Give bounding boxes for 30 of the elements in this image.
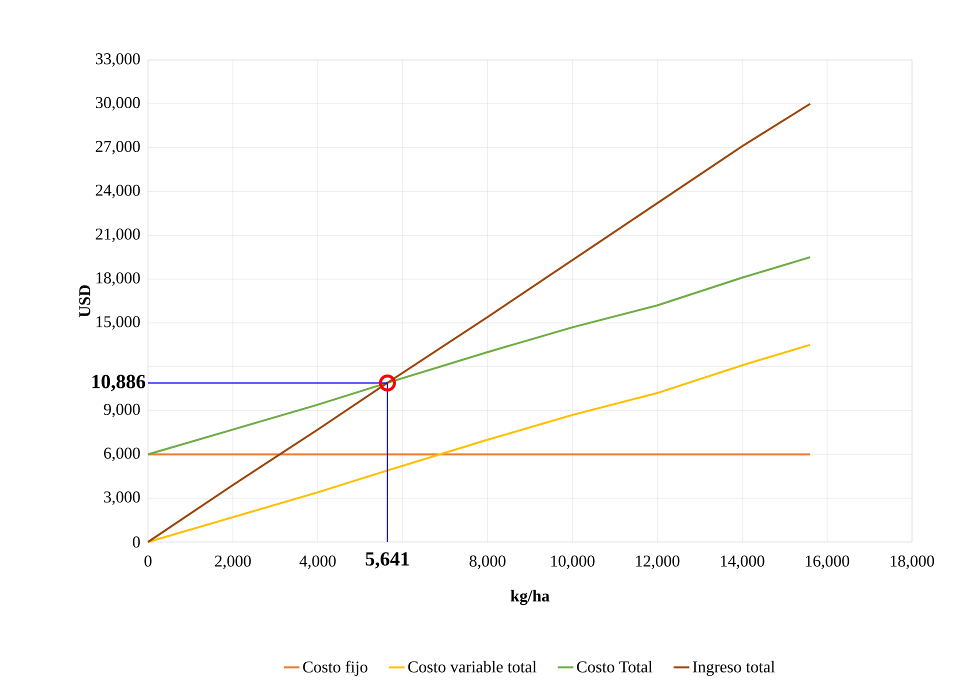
ref-line-label: 5,641 [366, 552, 409, 569]
y-tick-label: 3,000 [104, 491, 140, 505]
x-tick-label: 10,000 [551, 556, 595, 570]
y-tick-label: 33,000 [96, 53, 140, 67]
x-tick-label: 0 [144, 556, 152, 567]
y-tick-label: 21,000 [96, 228, 140, 242]
y-tick-label: 30,000 [96, 97, 140, 111]
line-series [147, 344, 812, 543]
y-tick-label: 6,000 [104, 448, 140, 462]
x-tick-label: 12,000 [636, 556, 680, 570]
y-tick-label: 9,000 [104, 404, 140, 418]
y-tick-label: 18,000 [96, 272, 140, 286]
legend-label: Costo variable total [408, 660, 536, 672]
y-axis-title: USD [79, 285, 90, 318]
legend-label: Costo Total [577, 660, 652, 672]
line-series [147, 256, 812, 456]
x-axis-title: kg/ha [510, 590, 550, 605]
legend-label: Costo fijo [303, 660, 368, 676]
y-tick-label: 0 [132, 536, 140, 548]
legend-label: Ingreso total [692, 660, 775, 676]
x-tick-label: 4,000 [300, 556, 336, 570]
y-tick-label: 27,000 [96, 140, 140, 154]
x-tick-label: 8,000 [470, 556, 506, 570]
x-tick-label: 2,000 [215, 556, 251, 570]
y-tick-label: 15,000 [96, 316, 140, 330]
ref-line-label: 10,886 [92, 374, 146, 392]
x-tick-label: 14,000 [720, 556, 764, 570]
x-tick-label: 16,000 [806, 556, 850, 570]
x-tick-label: 18,000 [890, 556, 934, 570]
y-tick-label: 24,000 [96, 184, 140, 198]
